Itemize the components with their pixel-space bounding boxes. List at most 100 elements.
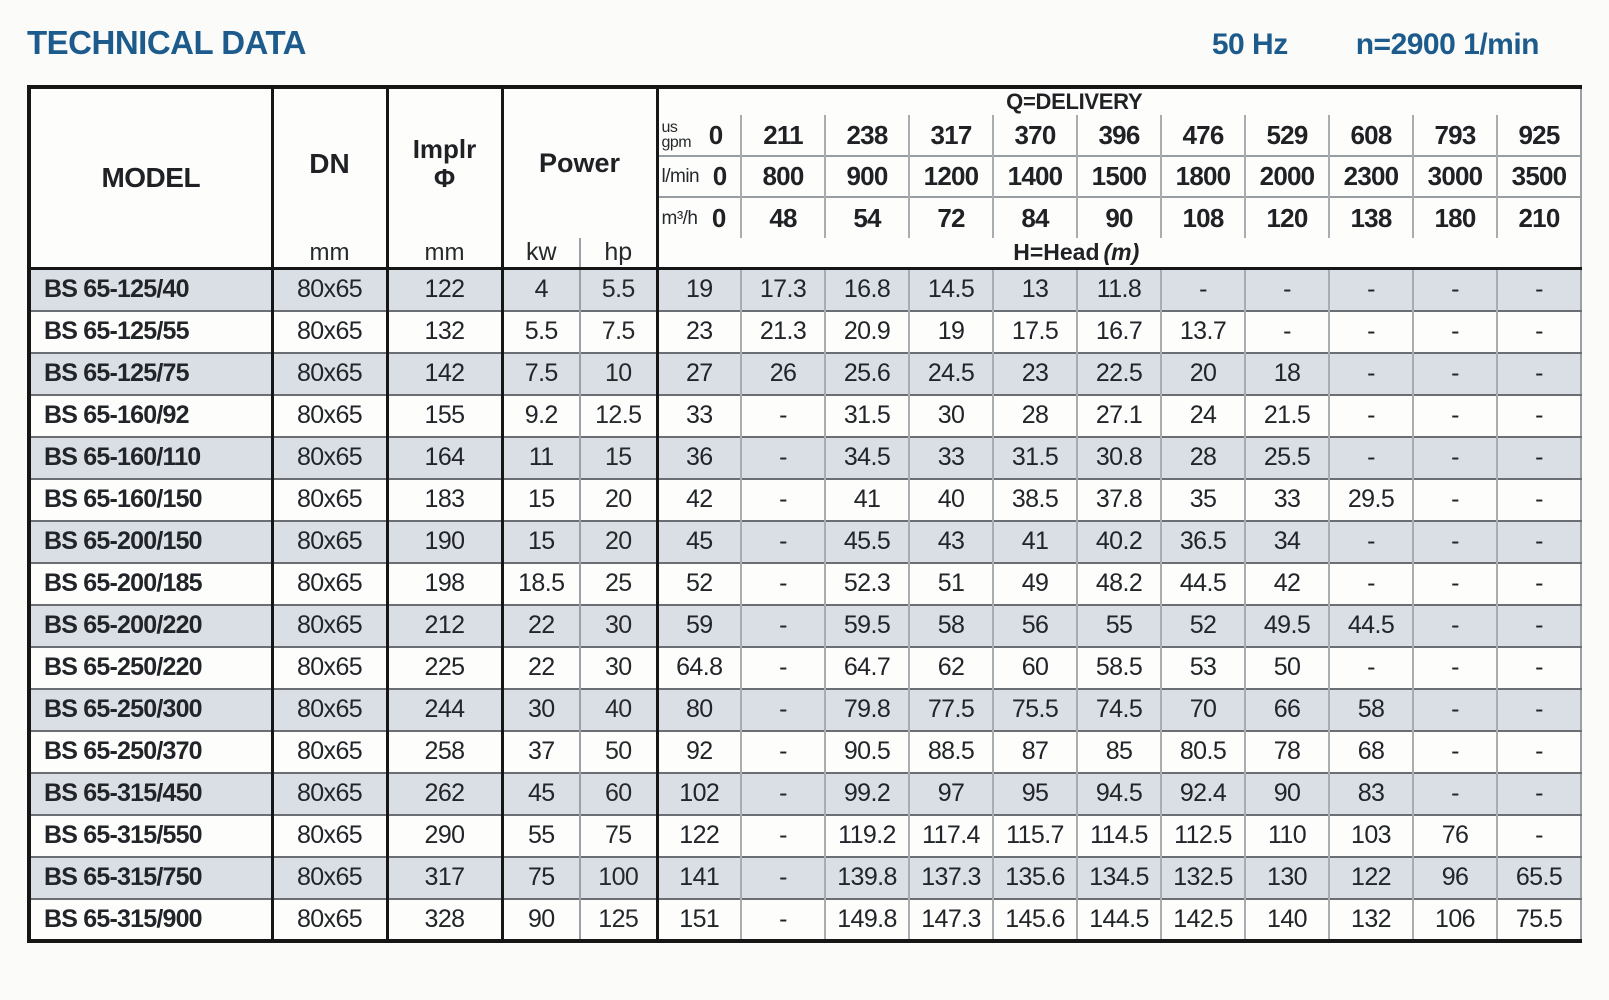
head-value-cell: 20.9	[824, 309, 909, 353]
us-gpm-value: 370	[992, 115, 1077, 156]
model-cell: BS 65-160/150	[29, 477, 272, 521]
kw-cell: 7.5	[500, 351, 580, 395]
head-value-cell: 139.8	[824, 855, 909, 899]
head-value-cell: -	[1328, 309, 1413, 353]
head-value-cell: 103	[1328, 813, 1413, 857]
head-value-cell: 90.5	[824, 729, 909, 773]
head-value-cell: 50	[1244, 645, 1329, 689]
dn-cell: 80x65	[270, 561, 387, 605]
us-gpm-value: us gpm 0	[655, 115, 741, 156]
head-value-cell: 13.7	[1160, 309, 1245, 353]
head-value-cell: 122	[1328, 855, 1413, 899]
head-value-cell: 134.5	[1076, 855, 1161, 899]
us-gpm-value: 793	[1412, 115, 1497, 156]
head-value-cell: 40	[908, 477, 993, 521]
head-value-cell: -	[1412, 687, 1497, 731]
model-cell: BS 65-125/75	[29, 351, 272, 395]
head-value-cell: 132.5	[1160, 855, 1245, 899]
us-gpm-value: 529	[1244, 115, 1329, 156]
kw-cell: 15	[500, 519, 580, 563]
hp-cell: 30	[579, 603, 657, 647]
head-value-cell: 58.5	[1076, 645, 1161, 689]
head-value-cell: -	[1328, 561, 1413, 605]
head-value-cell: -	[1496, 645, 1581, 689]
head-section-header: H=Head (m)	[655, 238, 1581, 269]
kw-cell: 4	[500, 267, 580, 311]
head-value-cell: 34.5	[824, 435, 909, 479]
model-cell: BS 65-160/92	[29, 393, 272, 437]
l-min-value: 900	[824, 155, 909, 197]
dn-cell: 80x65	[270, 729, 387, 773]
head-value-cell: -	[1412, 771, 1497, 815]
head-value-cell: -	[1412, 393, 1497, 437]
table-row: BS 65-125/75 80x65 142 7.5 10 27 26 25.6 24.5 23 2…	[29, 351, 1581, 395]
delivery-row-m3-h: m³/h 0 48 54 72 84 90 108 120 138 180 210	[29, 196, 1581, 238]
m3-h-value: 84	[992, 196, 1077, 238]
impeller-phi-symbol: Φ	[433, 162, 456, 193]
page-header: TECHNICAL DATA 50 Hz n=2900 1/min	[27, 24, 1583, 62]
head-value-cell: -	[1496, 519, 1581, 563]
head-value-cell: 23	[992, 351, 1077, 395]
hp-cell: 125	[579, 897, 657, 941]
hp-cell: 40	[579, 687, 657, 731]
head-value-cell: -	[1496, 267, 1581, 311]
m3-h-value: 48	[740, 196, 825, 238]
head-value-cell: 28	[992, 393, 1077, 437]
head-value-cell: 137.3	[908, 855, 993, 899]
dn-cell: 80x65	[270, 771, 387, 815]
head-value-cell: 80	[655, 687, 741, 731]
head-value-cell: 19	[655, 267, 741, 311]
implr-cell: 198	[385, 561, 502, 605]
implr-cell: 183	[385, 477, 502, 521]
head-value-cell: 145.6	[992, 897, 1077, 941]
head-value-cell: 119.2	[824, 813, 909, 857]
l-min-value: 3500	[1496, 155, 1581, 197]
head-value-cell: 79.8	[824, 687, 909, 731]
hp-cell: 75	[579, 813, 657, 857]
head-value-cell: 31.5	[824, 393, 909, 437]
head-value-cell: 29.5	[1328, 477, 1413, 521]
head-value-cell: -	[740, 687, 825, 731]
technical-data-table: MODEL DN Implr Φ Power Q=DELIVERY us gpm 0…	[27, 85, 1582, 943]
head-value-cell: 106	[1412, 897, 1497, 941]
head-value-cell: -	[740, 855, 825, 899]
implr-cell: 258	[385, 729, 502, 773]
head-value-cell: -	[1412, 519, 1497, 563]
head-value-cell: -	[1244, 267, 1329, 311]
dn-cell: 80x65	[270, 645, 387, 689]
head-value-cell: -	[740, 813, 825, 857]
head-value-cell: 142.5	[1160, 897, 1245, 941]
head-value-cell: 64.8	[655, 645, 741, 689]
head-value-cell: -	[740, 477, 825, 521]
dn-cell: 80x65	[270, 351, 387, 395]
column-header-model: MODEL	[101, 162, 201, 193]
kw-cell: 22	[500, 645, 580, 689]
implr-cell: 290	[385, 813, 502, 857]
head-value-cell: -	[740, 519, 825, 563]
head-value-cell: 42	[1244, 561, 1329, 605]
head-value-cell: -	[1328, 645, 1413, 689]
head-value-cell: 53	[1160, 645, 1245, 689]
dn-cell: 80x65	[270, 897, 387, 941]
head-value-cell: 144.5	[1076, 897, 1161, 941]
hp-cell: 20	[579, 477, 657, 521]
head-value-cell: 94.5	[1076, 771, 1161, 815]
implr-cell: 132	[385, 309, 502, 353]
l-min-value: 2300	[1328, 155, 1413, 197]
table-row: BS 65-125/55 80x65 132 5.5 7.5 23 21.3 20.9 19 17…	[29, 309, 1581, 353]
head-value-cell: 21.3	[740, 309, 825, 353]
table-row: BS 65-160/150 80x65 183 15 20 42-41 40 38.5 37.8…	[29, 477, 1581, 521]
head-value-cell: 90	[1244, 771, 1329, 815]
implr-cell: 317	[385, 855, 502, 899]
head-value-cell: 75.5	[992, 687, 1077, 731]
head-value-cell: -	[740, 393, 825, 437]
table-row: BS 65-160/110 80x65 164 11 15 36-34.5 33 31.5 30…	[29, 435, 1581, 479]
page-title: TECHNICAL DATA	[27, 24, 306, 61]
head-value-cell: -	[1496, 813, 1581, 857]
l-min-value: 3000	[1412, 155, 1497, 197]
m3-h-value: 90	[1076, 196, 1161, 238]
us-gpm-value: 396	[1076, 115, 1161, 156]
head-value-cell: 58	[908, 603, 993, 647]
l-min-value: 1400	[992, 155, 1077, 197]
